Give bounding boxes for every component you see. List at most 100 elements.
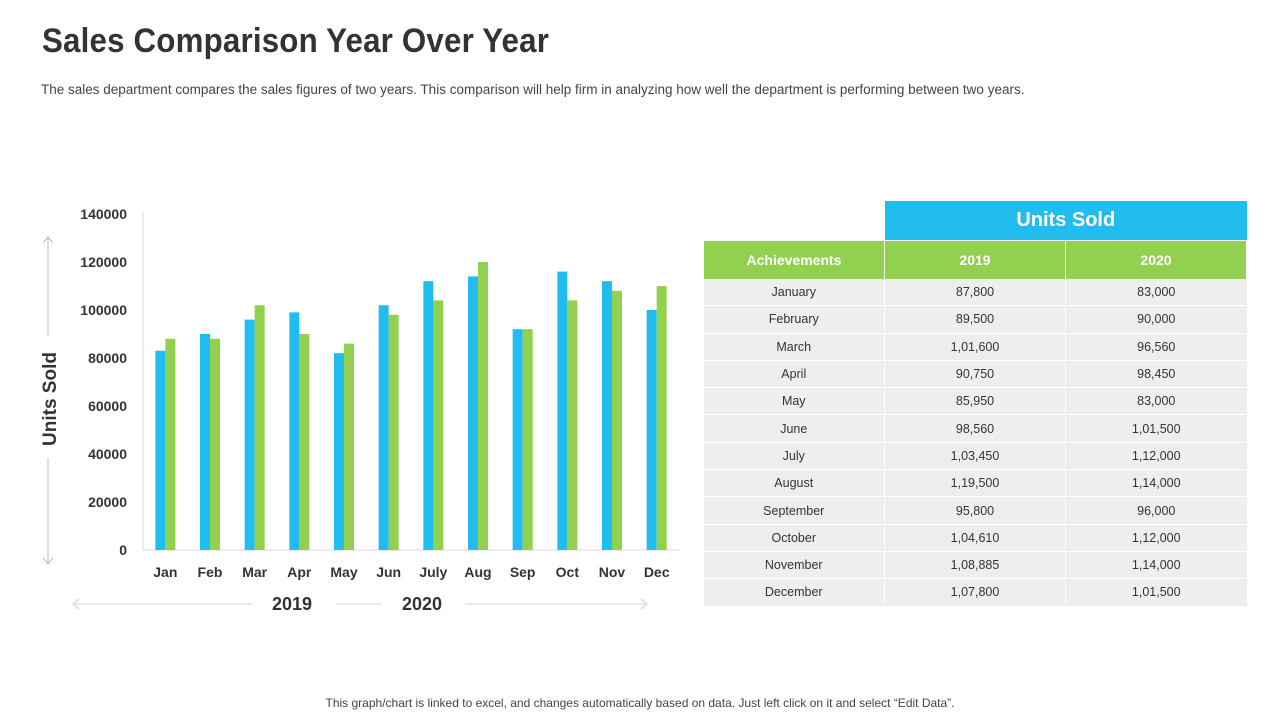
table-cell-2019: 1,19,500 xyxy=(884,469,1066,498)
table-cell-2019: 1,01,600 xyxy=(884,333,1066,361)
table-cell-month: August xyxy=(703,469,885,498)
x-tick-label: May xyxy=(330,564,357,580)
table-cell-2020: 83,000 xyxy=(1064,279,1247,307)
units-sold-bar-chart[interactable]: Units Sold 0 20000 40000 60000 80000 100000 12… xyxy=(0,190,690,630)
table-cell-2020: 1,01,500 xyxy=(1064,578,1247,607)
bar-2019-feb[interactable] xyxy=(200,334,210,550)
bar-2019-jun[interactable] xyxy=(378,305,389,550)
x-tick-label: Sep xyxy=(510,564,536,580)
table-cell-2020: 1,14,000 xyxy=(1064,551,1247,580)
bar-2020-sep[interactable] xyxy=(522,329,533,550)
bar-2020-oct[interactable] xyxy=(567,300,578,550)
table-cell-2019: 90,750 xyxy=(884,360,1066,389)
x-tick-label: Dec xyxy=(644,564,670,580)
bar-2020-jan[interactable] xyxy=(165,338,176,550)
table-cell-2019: 1,03,450 xyxy=(884,442,1066,471)
bar-2019-jan[interactable] xyxy=(155,350,166,550)
legend-label-2020: 2020 xyxy=(402,594,442,614)
y-tick-label: 120000 xyxy=(80,254,127,270)
bar-2019-may[interactable] xyxy=(334,353,344,550)
page-title: Sales Comparison Year Over Year xyxy=(42,22,550,60)
x-tick-label: Apr xyxy=(287,564,312,580)
x-tick-label: Jun xyxy=(376,564,401,580)
table-cell-month: December xyxy=(703,578,885,607)
table-row: July 1,03,450 1,12,000 xyxy=(703,442,1247,471)
table-row: October 1,04,610 1,12,000 xyxy=(703,524,1247,552)
y-tick-label: 20000 xyxy=(88,494,127,510)
bar-2020-mar[interactable] xyxy=(254,305,265,550)
table-cell-month: September xyxy=(703,496,885,525)
bar-2019-aug[interactable] xyxy=(468,276,478,550)
x-tick-label: July xyxy=(419,564,447,580)
table-cell-month: February xyxy=(703,305,885,334)
bar-2019-mar[interactable] xyxy=(244,319,255,550)
x-tick-label: Mar xyxy=(242,564,267,580)
table-cell-month: October xyxy=(703,524,885,552)
table-row: June 98,560 1,01,500 xyxy=(703,414,1247,443)
y-tick-label: 100000 xyxy=(80,302,127,318)
bar-2019-oct[interactable] xyxy=(557,271,568,550)
table-cell-2019: 89,500 xyxy=(884,305,1066,334)
table-cell-2020: 96,000 xyxy=(1064,496,1247,525)
table-row: February 89,500 90,000 xyxy=(703,305,1247,334)
table-row: September 95,800 96,000 xyxy=(703,496,1247,525)
bar-2020-feb[interactable] xyxy=(210,338,220,550)
table-cell-2020: 1,01,500 xyxy=(1064,414,1247,443)
y-axis-title-group: Units Sold xyxy=(40,236,61,565)
x-tick-label: Oct xyxy=(556,564,580,580)
table-group-header: Units Sold xyxy=(883,201,1247,241)
y-tick-label: 80000 xyxy=(88,350,127,366)
x-tick-label: Jan xyxy=(153,564,177,580)
x-tick-label: Feb xyxy=(198,564,223,580)
table-row: March 1,01,600 96,560 xyxy=(703,333,1247,361)
x-tick-label: Aug xyxy=(464,564,491,580)
table-row: January 87,800 83,000 xyxy=(703,279,1247,307)
y-axis-title: Units Sold xyxy=(40,352,61,446)
bar-2020-dec[interactable] xyxy=(656,286,667,550)
y-axis-ticks: 0 20000 40000 60000 80000 100000 120000 140000 xyxy=(80,206,127,558)
table-cell-2020: 98,450 xyxy=(1064,360,1247,389)
table-cell-2019: 1,04,610 xyxy=(884,524,1066,552)
bar-2020-july[interactable] xyxy=(433,300,444,550)
table-cell-2019: 1,07,800 xyxy=(884,578,1066,607)
table-cell-2020: 1,12,000 xyxy=(1064,524,1247,552)
table-cell-2019: 95,800 xyxy=(884,496,1066,525)
table-cell-2019: 1,08,885 xyxy=(884,551,1066,580)
y-tick-label: 140000 xyxy=(80,206,127,222)
table-cell-2019: 85,950 xyxy=(884,387,1066,416)
table-cell-2019: 98,560 xyxy=(884,414,1066,443)
bar-2020-aug[interactable] xyxy=(478,262,488,550)
bar-2020-nov[interactable] xyxy=(612,290,622,550)
bar-2019-dec[interactable] xyxy=(646,310,657,550)
y-tick-label: 60000 xyxy=(88,398,127,414)
footer-note: This graph/chart is linked to excel, and… xyxy=(325,696,955,710)
bar-2019-sep[interactable] xyxy=(512,329,523,550)
y-tick-label: 40000 xyxy=(88,446,127,462)
legend-arrow-head-left xyxy=(72,598,80,610)
bar-2019-july[interactable] xyxy=(423,281,434,550)
bar-2019-apr[interactable] xyxy=(289,312,300,550)
legend-arrow-head-right xyxy=(640,598,648,610)
legend: 2019 2020 xyxy=(72,594,648,614)
table-row: November 1,08,885 1,14,000 xyxy=(703,551,1247,580)
bar-2020-jun[interactable] xyxy=(388,314,399,550)
bar-2020-may[interactable] xyxy=(344,343,354,550)
bar-2020-apr[interactable] xyxy=(299,334,310,550)
table-cell-month: June xyxy=(703,414,885,443)
page-subtitle: The sales department compares the sales … xyxy=(41,82,1025,97)
bar-2019-nov[interactable] xyxy=(602,281,612,550)
y-tick-label: 0 xyxy=(119,542,127,558)
table-header-achievements: Achievements xyxy=(703,240,885,279)
y-axis-arrow-head-top xyxy=(42,236,54,244)
table-cell-month: November xyxy=(703,551,885,580)
table-row: April 90,750 98,450 xyxy=(703,360,1247,389)
table-body: January 87,800 83,000 February 89,500 90,000 M… xyxy=(703,279,1247,607)
table-row: August 1,19,500 1,14,000 xyxy=(703,469,1247,498)
table-cell-2020: 83,000 xyxy=(1064,387,1247,416)
table-header-2020: 2020 xyxy=(1064,240,1248,279)
table-cell-2020: 1,12,000 xyxy=(1064,442,1247,471)
bars-group xyxy=(155,262,667,550)
units-sold-table: Units Sold Achievements 2019 2020 Januar… xyxy=(703,201,1248,607)
x-axis-ticks: Jan Feb Mar Apr May Jun July Aug Sep Oct Nov Dec xyxy=(153,564,669,580)
table-header-blank-cell xyxy=(703,201,885,241)
